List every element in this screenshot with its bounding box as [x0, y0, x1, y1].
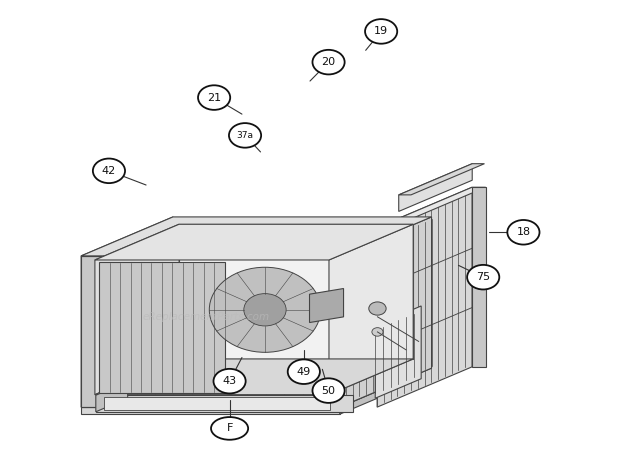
- Ellipse shape: [211, 417, 248, 440]
- Polygon shape: [309, 289, 343, 322]
- Text: 75: 75: [476, 272, 490, 282]
- Circle shape: [244, 293, 286, 326]
- Text: eReplacementParts.com: eReplacementParts.com: [143, 311, 270, 321]
- Polygon shape: [81, 256, 340, 407]
- Polygon shape: [472, 187, 485, 367]
- Polygon shape: [179, 224, 413, 359]
- Polygon shape: [81, 217, 173, 407]
- Polygon shape: [375, 306, 421, 398]
- Circle shape: [229, 123, 261, 148]
- Circle shape: [467, 265, 499, 290]
- Circle shape: [93, 158, 125, 183]
- Text: 42: 42: [102, 166, 116, 176]
- Text: 19: 19: [374, 27, 388, 36]
- Polygon shape: [96, 382, 128, 412]
- Polygon shape: [399, 164, 484, 195]
- Polygon shape: [95, 224, 413, 260]
- Circle shape: [213, 369, 246, 393]
- Polygon shape: [340, 368, 432, 414]
- Polygon shape: [399, 164, 472, 211]
- Polygon shape: [377, 187, 472, 407]
- Polygon shape: [81, 407, 340, 414]
- Circle shape: [372, 328, 383, 336]
- Polygon shape: [96, 395, 353, 412]
- Text: 49: 49: [297, 367, 311, 377]
- Polygon shape: [99, 262, 224, 393]
- Text: 37a: 37a: [237, 131, 254, 140]
- Polygon shape: [95, 359, 413, 395]
- Polygon shape: [95, 224, 179, 395]
- Text: 50: 50: [322, 385, 335, 396]
- Text: 43: 43: [223, 376, 237, 386]
- Circle shape: [210, 267, 321, 352]
- Circle shape: [288, 359, 320, 384]
- Circle shape: [369, 302, 386, 315]
- Polygon shape: [377, 187, 485, 228]
- Polygon shape: [329, 224, 413, 395]
- Text: 18: 18: [516, 227, 531, 237]
- Text: 20: 20: [322, 57, 335, 67]
- Circle shape: [198, 85, 230, 110]
- Polygon shape: [81, 368, 432, 407]
- Circle shape: [507, 220, 539, 245]
- Text: 21: 21: [207, 92, 221, 102]
- Polygon shape: [340, 217, 432, 407]
- Text: F: F: [226, 423, 232, 433]
- Polygon shape: [81, 217, 432, 256]
- Polygon shape: [104, 397, 330, 410]
- Circle shape: [365, 19, 397, 44]
- Circle shape: [312, 378, 345, 403]
- Circle shape: [312, 50, 345, 74]
